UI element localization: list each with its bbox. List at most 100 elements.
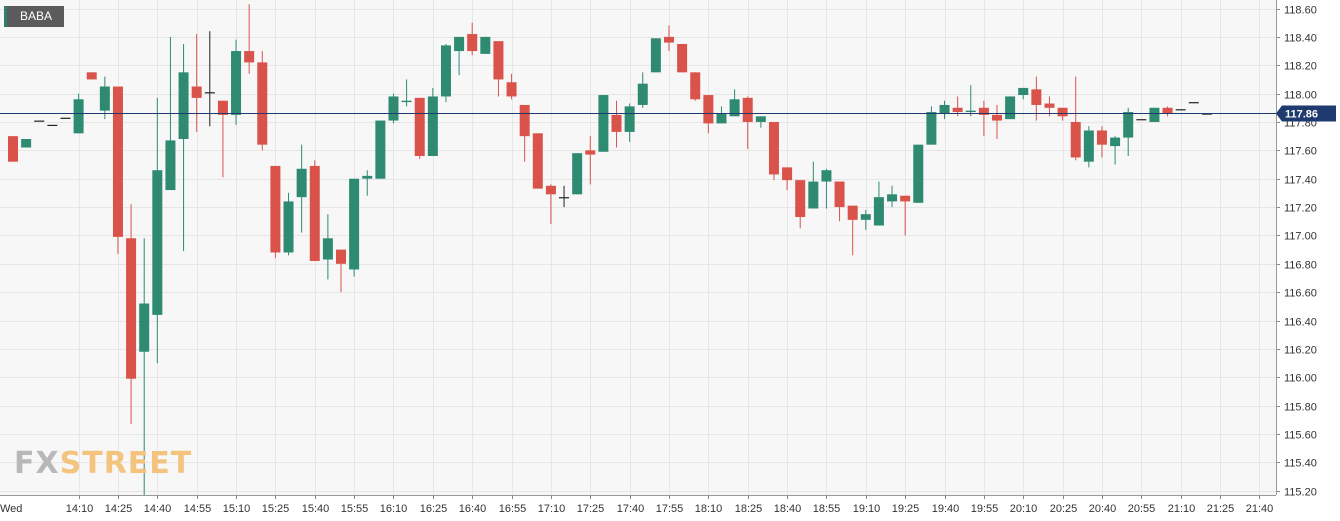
candle-body [112,86,123,237]
candle [480,36,491,54]
candle-body [755,116,766,122]
x-tick-label: 18:10 [695,503,723,515]
candle-body [624,106,635,132]
candle [585,136,596,185]
candle [624,103,635,142]
candle-body [349,178,360,270]
y-tick-label: 117.20 [1284,203,1317,215]
candle [506,73,517,100]
candle [204,31,215,127]
candle-body [834,181,845,208]
candle [493,41,504,97]
candle [729,89,740,117]
candle-body [309,165,320,261]
x-axis: Wed 14:10 14:25 14:40 14:55 15:10 15:25 15:40 15… [0,495,1276,515]
candle [1149,107,1160,122]
candle-body [1005,96,1016,120]
candle-body [1018,87,1029,96]
logo-part-street: STREET [59,446,193,481]
x-tick-label: 20:55 [1128,503,1156,515]
x-tick-label: 15:55 [341,503,369,515]
fxstreet-logo: FXSTREET [14,446,192,481]
ticker-symbol: BABA [20,9,53,23]
candle-body [1149,107,1160,122]
candle [309,160,320,261]
x-tick-label: 20:40 [1089,503,1117,515]
candle [99,76,110,120]
x-tick-label: 15:10 [223,503,251,515]
candle-body [939,104,950,114]
candle-body [388,96,399,121]
candle-body [677,43,688,73]
candle-body [257,62,268,145]
candle-body [1123,112,1134,138]
candle-body [283,201,294,253]
candle [86,72,97,80]
candle-body [1136,119,1147,121]
ticker-badge[interactable]: BABA [4,6,64,27]
x-tick-label: 21:25 [1207,503,1235,515]
candle-body [650,38,661,73]
candle-body [60,117,71,119]
candle-body [1201,113,1212,115]
candle [952,96,963,117]
candle [873,181,884,226]
candle-body [768,121,779,175]
candle [992,104,1002,139]
candle [1123,107,1134,157]
candle-body [926,112,937,145]
candle [965,85,976,117]
candle-body [217,100,228,115]
candle [414,97,425,159]
y-tick-label: 117.00 [1284,231,1317,243]
candle-body [362,175,373,179]
x-tick-label: 16:10 [380,503,408,515]
x-tick-label: 16:25 [420,503,448,515]
candle [1201,113,1212,115]
x-tick-label: 14:10 [66,503,94,515]
candle-body [375,120,386,179]
candle-body [336,249,346,264]
candle-body [467,34,478,52]
candle-body [152,170,163,315]
y-tick-label: 115.60 [1284,430,1317,442]
y-tick-label: 115.40 [1284,458,1317,470]
candles [8,4,1212,495]
candle-body [847,205,858,220]
candle-body [913,144,924,203]
candle [887,185,898,208]
candle [296,144,307,233]
candle-body [454,36,465,52]
candle [1136,119,1147,121]
x-tick-label: 17:40 [617,503,645,515]
x-tick-label: 17:10 [538,503,566,515]
candle-body [860,214,871,220]
candle [47,124,58,127]
x-tick-label: 14:40 [144,503,172,515]
candle-body [1175,109,1186,111]
candle-body [1057,107,1068,117]
candle-body [992,114,1002,121]
candle [690,72,701,101]
candle-body [782,167,793,181]
candle-body [1044,103,1055,108]
candle [1096,126,1107,158]
x-tick-label: 19:25 [892,503,920,515]
candle-body [1031,89,1042,105]
candle [1083,126,1094,168]
x-tick-label: 14:25 [105,503,133,515]
candle-body [8,136,18,162]
candle-body [900,195,911,202]
candle [427,87,438,157]
candle [1044,96,1055,117]
candle-body [1083,130,1094,162]
candle [191,34,202,132]
y-tick-label: 116.20 [1284,345,1317,357]
candle [572,153,583,195]
x-tick-label: 21:40 [1246,503,1274,515]
logo-part-fx: FX [14,446,60,481]
x-tick-label: 15:25 [262,503,290,515]
x-tick-label: 16:55 [499,503,527,515]
candle-body [322,238,333,260]
candle-body [427,96,438,157]
